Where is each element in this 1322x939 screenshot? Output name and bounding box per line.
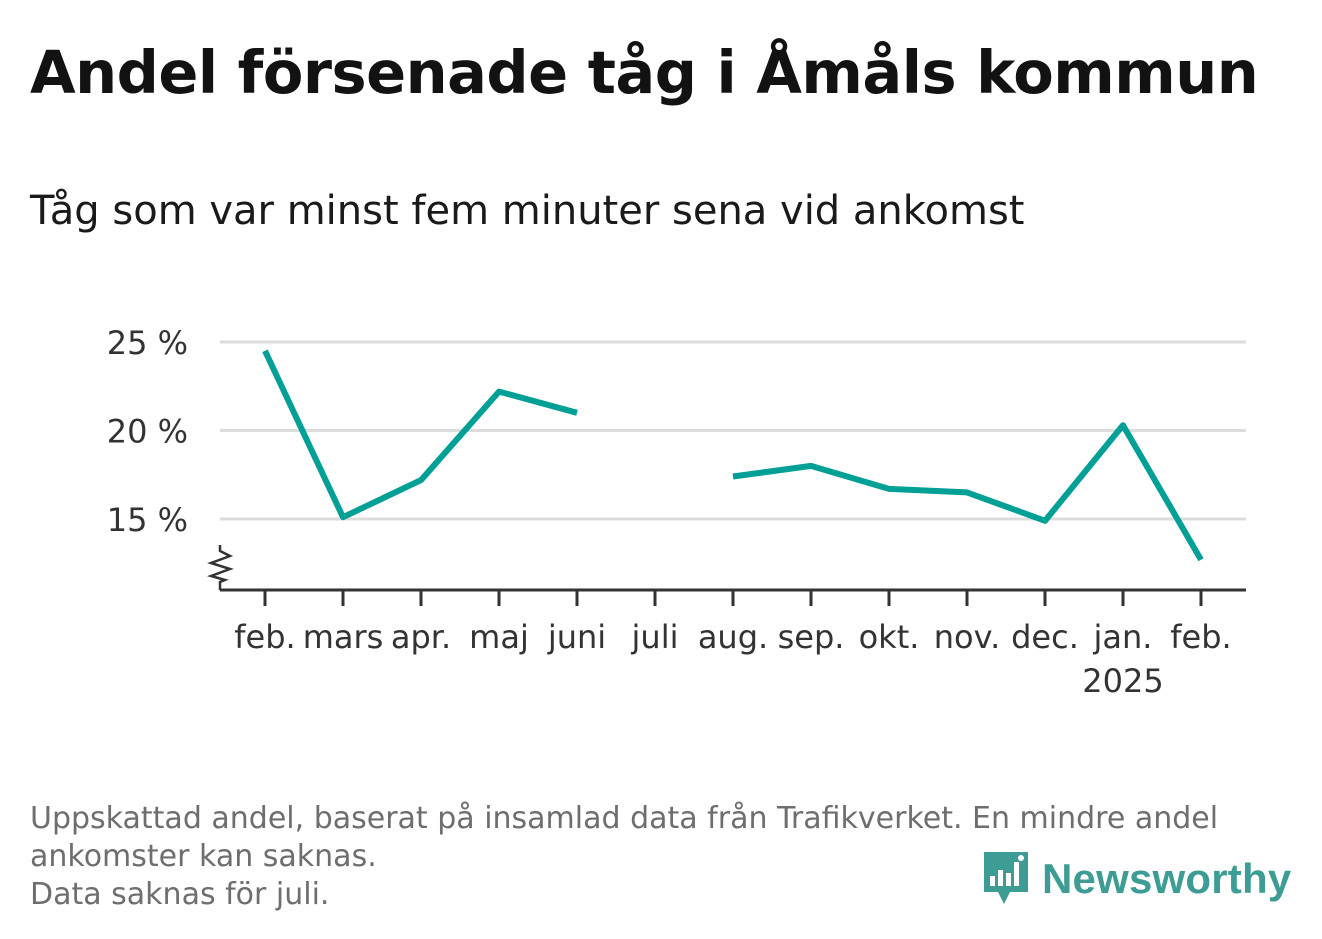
- x-tick-label: mars: [303, 618, 384, 656]
- chart-title: Andel försenade tåg i Åmåls kommun: [30, 38, 1259, 107]
- footnote-line-3: Data saknas för juli.: [30, 877, 330, 912]
- bar-chart-icon: [984, 852, 1028, 904]
- x-tick-label: juni: [547, 618, 606, 656]
- x-tick-label: sep.: [778, 618, 845, 656]
- x-tick-label: aug.: [698, 618, 768, 656]
- x-tick-label: maj: [469, 618, 529, 656]
- footnote-line-1: Uppskattad andel, baserat på insamlad da…: [30, 801, 1219, 836]
- y-axis-ticks: 15 % 20 % 25 %: [107, 324, 188, 539]
- brand-logo: Newsworthy: [980, 848, 1291, 910]
- y-tick-label: 15 %: [107, 501, 188, 539]
- line-chart: 15 %20 %25 % feb. mars apr. maj juni juli aug.…: [107, 324, 1246, 700]
- y-tick-label: 25 %: [107, 324, 188, 362]
- y-tick-label: 20 %: [107, 413, 188, 451]
- x-tick-label: okt.: [859, 618, 920, 656]
- x-tick-label: nov.: [934, 618, 1000, 656]
- axis-break-marker: [206, 545, 234, 590]
- x-axis: [206, 545, 1246, 592]
- x-year-label: 2025: [1082, 662, 1163, 700]
- footnote-line-2: ankomster kan saknas.: [30, 839, 377, 874]
- x-tick-label: juli: [631, 618, 679, 656]
- series-lines: [262, 349, 1204, 562]
- footnote: Uppskattad andel, baserat på insamlad da…: [30, 800, 1280, 914]
- series-line-segment: [732, 422, 1204, 562]
- x-tick-label: feb.: [1170, 618, 1231, 656]
- gridlines: [220, 340, 1246, 521]
- brand-name: Newsworthy: [1042, 855, 1292, 902]
- x-tick-label: apr.: [391, 618, 451, 656]
- x-tick-label: dec.: [1011, 618, 1079, 656]
- x-tick-label: jan.: [1093, 618, 1153, 656]
- x-tick-label: feb.: [234, 618, 295, 656]
- chart-subtitle: Tåg som var minst fem minuter sena vid a…: [30, 188, 1025, 234]
- x-axis-ticks: feb. mars apr. maj juni juli aug. sep. okt. nov. d…: [234, 590, 1232, 700]
- series-line-segment: [262, 349, 578, 521]
